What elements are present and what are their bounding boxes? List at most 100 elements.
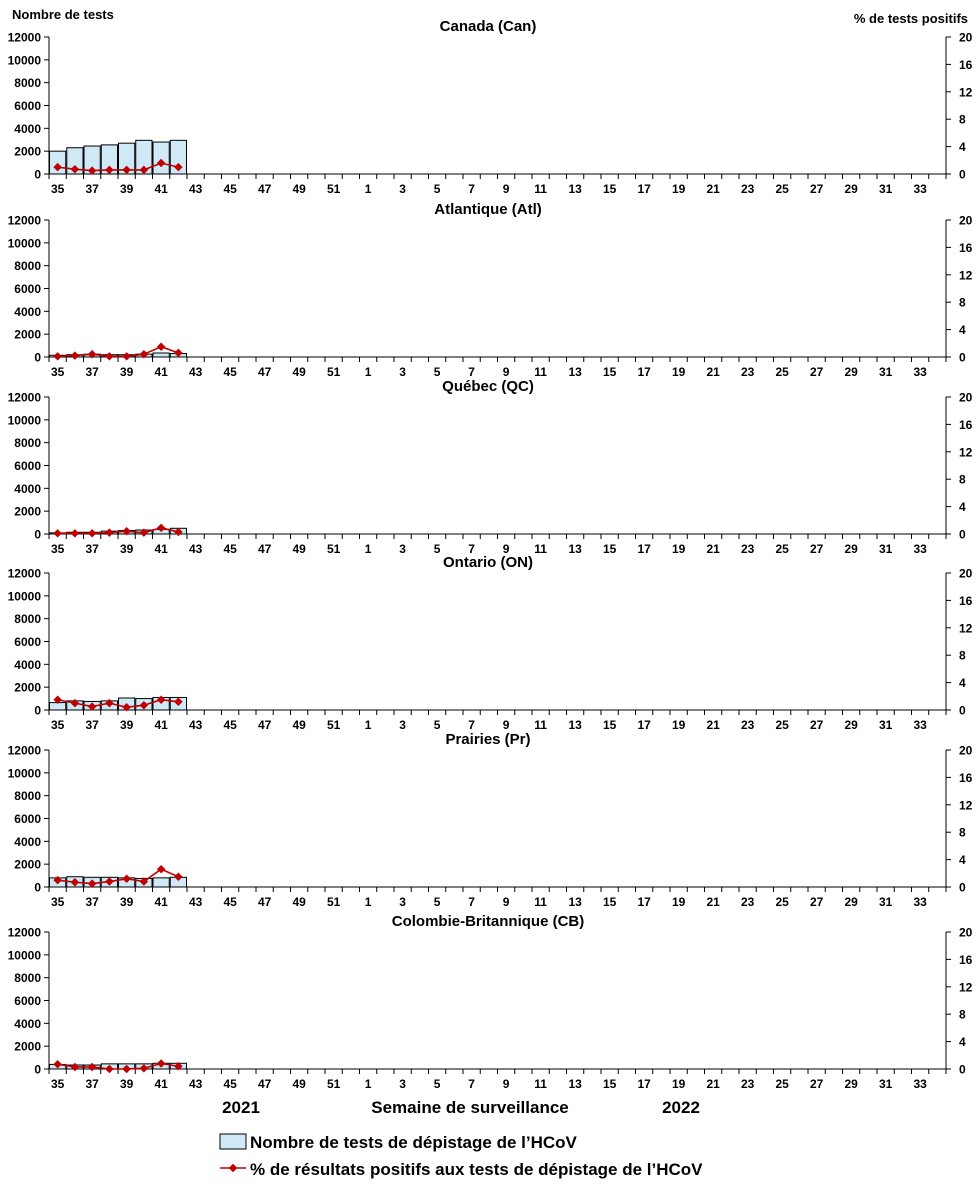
percent-point [87,529,97,538]
x-tick-label: 3 [399,895,406,909]
y-tick-label-left: 0 [34,1063,41,1077]
x-tick-label: 37 [85,1077,99,1091]
x-tick-label: 23 [741,365,755,379]
x-tick-label: 31 [879,1077,893,1091]
x-tick-label: 5 [434,542,441,556]
y-tick-label-right: 8 [959,826,966,840]
x-tick-label: 9 [503,895,510,909]
x-tick-label: 39 [120,895,134,909]
x-tick-label: 37 [85,895,99,909]
x-tick-label: 31 [879,182,893,196]
x-tick-label: 1 [365,182,372,196]
x-tick-label: 43 [189,1077,203,1091]
x-tick-label: 15 [603,542,617,556]
percent-point [87,166,97,175]
x-tick-label: 41 [154,895,168,909]
percent-point [53,529,62,538]
chart-panel-5: Colombie-Britannique (CB)020004000600080… [8,913,973,1091]
x-tick-label: 21 [706,1077,720,1091]
y-tick-label-left: 0 [34,168,41,182]
x-tick-label: 1 [365,542,372,556]
x-tick-label: 51 [327,1077,341,1091]
y-tick-label-right: 12 [959,445,973,459]
bar [152,877,170,888]
x-tick-label: 47 [258,542,272,556]
y-tick-label-right: 20 [959,31,973,45]
x-tick-label: 23 [741,1077,755,1091]
x-tick-label: 21 [706,182,720,196]
y-tick-label-left: 12000 [8,567,42,581]
x-tick-label: 51 [327,182,341,196]
chart-panel-3: Ontario (ON) 0 2000 4000 6000 8000 10000 12000 0… [8,554,973,732]
x-tick-label: 29 [844,182,858,196]
x-tick-label: 41 [154,542,168,556]
x-tick-label: 33 [913,718,927,732]
x-tick-label: 49 [292,542,306,556]
x-tick-label: 21 [706,542,720,556]
x-tick-label: 25 [775,365,789,379]
x-tick-label: 27 [810,182,824,196]
x-tick-label: 47 [258,365,272,379]
percent-point [139,350,149,359]
panel-title: Canada (Can) [440,18,537,35]
x-tick-label: 51 [327,542,341,556]
x-tick-label: 49 [292,365,306,379]
percent-point [87,1062,97,1072]
x-tick-label: 33 [913,365,927,379]
x-tick-label: 13 [568,542,582,556]
y-tick-label-right: 8 [959,649,966,663]
y-tick-label-right: 4 [959,323,966,337]
legend-bar-swatch [219,1133,247,1150]
x-tick-label: 19 [672,182,686,196]
x-tick-label: 43 [189,718,203,732]
x-tick-label: 23 [741,895,755,909]
x-tick-label: 17 [637,182,651,196]
panels-group: Canada (Can)0200040006000800010000120000… [8,18,973,1091]
y-tick-label-right: 8 [959,473,966,487]
x-tick-label: 17 [637,1077,651,1091]
y-tick-label-left: 0 [34,704,41,718]
x-tick-label: 29 [844,718,858,732]
y-tick-label-left: 4000 [14,1017,41,1031]
y-tick-label-right: 16 [959,418,973,432]
x-tick-label: 39 [120,182,134,196]
x-tick-label: 25 [775,542,789,556]
x-tick-label: 11 [534,365,547,379]
panel-title: Colombie-Britannique (CB) [392,913,585,930]
x-tick-label: 29 [844,542,858,556]
x-tick-label: 3 [399,365,406,379]
percent-point [70,164,80,174]
chart-panel-0: Canada (Can) 0 2000 4000 6000 8000 10000 12000 0… [8,18,973,196]
percent-point [174,162,183,172]
x-tick-label: 47 [258,182,272,196]
chart-panel-4: Prairies (Pr) 0 2000 4000 6000 8000 10000 12000… [8,731,973,909]
x-tick-label: 49 [292,895,306,909]
y-tick-label-right: 0 [959,1063,966,1077]
x-tick-label: 41 [154,182,168,196]
x-tick-label: 41 [154,718,168,732]
percent-point [122,352,131,361]
x-tick-label: 51 [327,895,341,909]
y-tick-label-left: 10000 [8,766,42,780]
x-tick-label: 9 [503,1077,510,1091]
x-tick-label: 11 [534,542,547,556]
x-tick-label: 49 [292,718,306,732]
y-tick-label-left: 10000 [8,948,42,962]
x-tick-label: 9 [503,182,510,196]
x-tick-label: 33 [913,895,927,909]
x-tick-label: 29 [844,365,858,379]
percent-point [139,165,149,175]
x-tick-label: 17 [637,542,651,556]
panel-title: Ontario (ON) [443,554,533,571]
x-tick-label: 29 [844,1077,858,1091]
x-tick-label: 1 [365,718,372,732]
x-tick-label: 5 [434,895,441,909]
y-tick-label-right: 4 [959,140,966,154]
y-tick-label-right: 4 [959,853,966,867]
y-tick-label-left: 2000 [14,145,41,159]
y-tick-label-left: 8000 [14,789,41,803]
x-tick-label: 43 [189,365,203,379]
chart-panel-1: Atlantique (Atl)020004000600080001000012… [8,201,973,379]
y-tick-label-left: 12000 [8,391,42,405]
